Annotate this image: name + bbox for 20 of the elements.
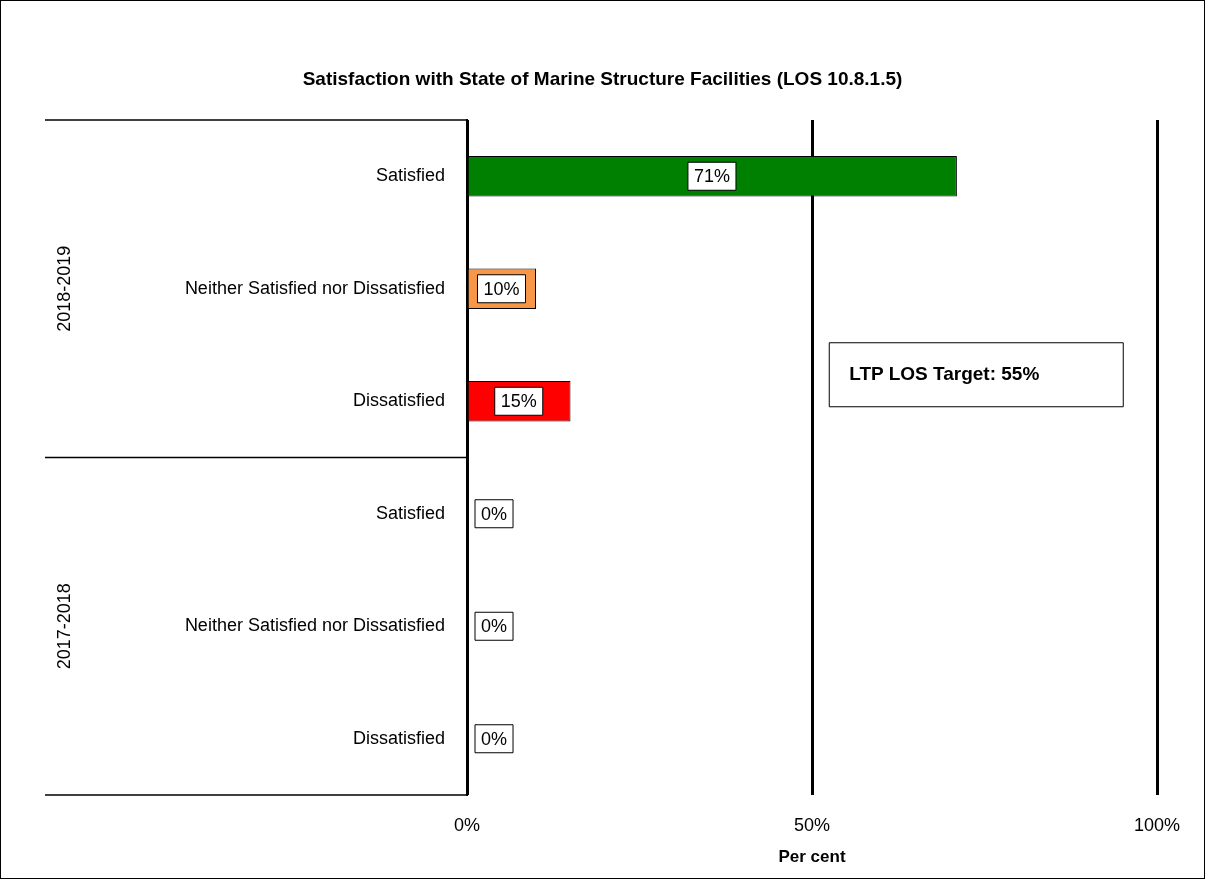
y-tick-label: Neither Satisfied nor Dissatisfied	[184, 615, 445, 636]
y-tick-label: Neither Satisfied nor Dissatisfied	[184, 277, 445, 298]
annotation: LTP LOS Target: 55%	[849, 362, 1040, 384]
data-label: 15%	[500, 391, 537, 412]
y-tick-label: Satisfied	[375, 502, 445, 523]
data-label: 10%	[483, 278, 520, 299]
data-label: 0%	[481, 616, 508, 637]
data-label: 0%	[481, 728, 508, 749]
data-label: 71%	[693, 166, 730, 187]
x-tick-label: 100%	[1133, 814, 1181, 835]
y-tick-label: Dissatisfied	[352, 727, 445, 748]
text: 2018-2019	[53, 245, 74, 332]
chart-title: Satisfaction with State of Marine Structure Facilities (LOS 10.8.1.5)	[302, 68, 903, 90]
text: 2017-2018	[53, 583, 74, 670]
x-axis-title: Per cent	[778, 846, 846, 866]
data-label: 0%	[481, 503, 508, 524]
y-tick-label: Satisfied	[375, 165, 445, 186]
x-tick-label: 0%	[453, 814, 481, 835]
y-tick-label: Dissatisfied	[352, 390, 445, 411]
x-tick-label: 50%	[793, 814, 831, 835]
